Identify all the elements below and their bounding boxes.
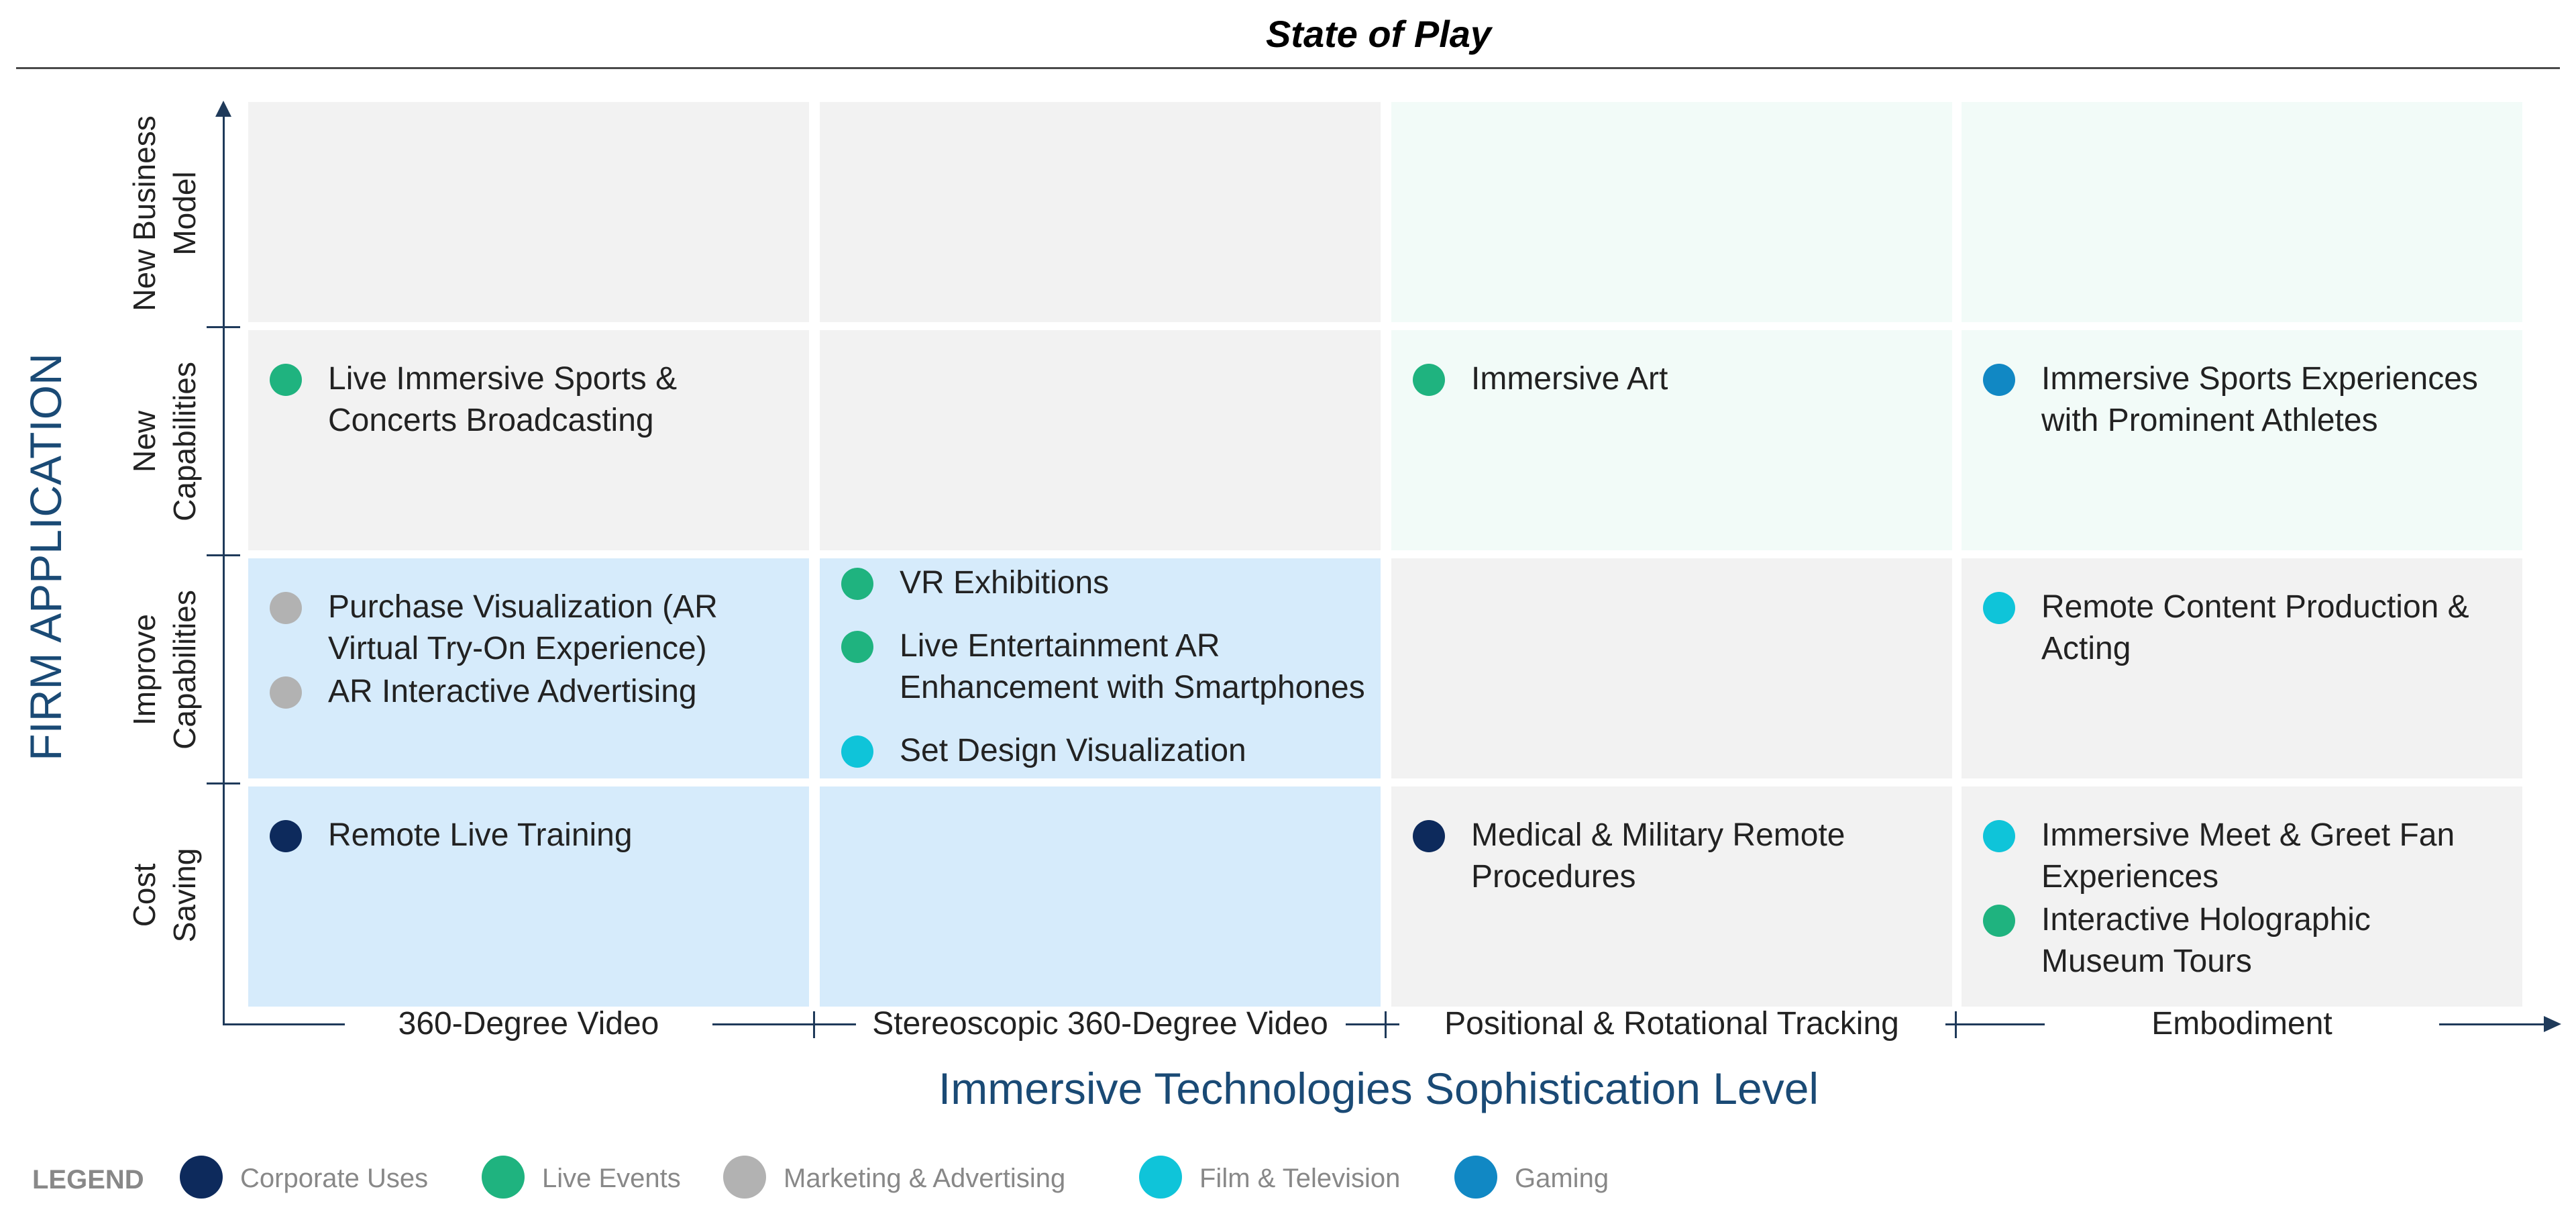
category-dot-icon: [270, 364, 302, 396]
row-label-cost-saving: Cost Saving: [127, 848, 202, 943]
y-axis-tick: [207, 326, 240, 328]
legend-label: LEGEND: [32, 1165, 144, 1195]
use-case-label: Remote Content Production & Acting: [2041, 589, 2469, 666]
cell-new-capabilities-stereoscopic-360: [820, 330, 1381, 550]
legend-dot-icon: [482, 1156, 525, 1199]
legend-item-label: Corporate Uses: [240, 1164, 429, 1193]
x-axis-line: [1346, 1023, 1399, 1025]
row-label-new-business-model: New Business Model: [127, 115, 202, 311]
category-dot-icon: [1413, 820, 1445, 852]
y-axis-tick: [207, 782, 240, 784]
column-label-360-degree-video: 360-Degree Video: [398, 1006, 659, 1042]
x-axis-tick: [813, 1011, 815, 1038]
x-axis-line: [223, 1023, 345, 1025]
cell-improve-capabilities-360-degree-video: Purchase Visualization (AR Virtual Try-O…: [248, 558, 809, 778]
cell-new-business-model-360-degree-video: [248, 102, 809, 322]
y-axis-tick: [207, 554, 240, 556]
category-dot-icon: [270, 676, 302, 709]
legend-item-label: Gaming: [1515, 1164, 1609, 1193]
legend-dot-icon: [180, 1156, 223, 1199]
category-dot-icon: [841, 735, 873, 768]
legend-dot-icon: [1139, 1156, 1182, 1199]
x-axis-arrow: [2544, 1016, 2561, 1032]
category-dot-icon: [841, 631, 873, 663]
column-label-embodiment: Embodiment: [2151, 1006, 2332, 1042]
cell-improve-capabilities-stereoscopic-360: VR Exhibitions Live Entertainment AR Enha…: [820, 558, 1381, 778]
cell-new-business-model-positional-tracking: [1391, 102, 1952, 322]
legend-item-label: Live Events: [542, 1164, 681, 1193]
x-axis-line: [712, 1023, 856, 1025]
category-dot-icon: [270, 820, 302, 852]
column-label-positional-rotational-tracking: Positional & Rotational Tracking: [1444, 1006, 1899, 1042]
cell-cost-saving-360-degree-video: Remote Live Training: [248, 786, 809, 1007]
use-case-label: Live Entertainment AR Enhancement with S…: [900, 628, 1365, 705]
category-dot-icon: [270, 592, 302, 624]
x-axis-title: Immersive Technologies Sophistication Le…: [938, 1064, 1819, 1113]
row-label-new-capabilities: New Capabilities: [127, 362, 202, 521]
use-case-label: Interactive Holographic Museum Tours: [2041, 902, 2371, 979]
use-case-label: Immersive Meet & Greet Fan Experiences: [2041, 817, 2455, 895]
use-case-label: Set Design Visualization: [900, 733, 1246, 768]
category-dot-icon: [1983, 820, 2015, 852]
x-axis-tick: [1955, 1011, 1957, 1038]
cell-new-business-model-stereoscopic-360: [820, 102, 1381, 322]
use-case-label: Remote Live Training: [328, 817, 633, 853]
cell-cost-saving-positional-tracking: Medical & Military Remote Procedures: [1391, 786, 1952, 1007]
use-case-label: AR Interactive Advertising: [328, 674, 697, 709]
x-axis-line: [2439, 1023, 2546, 1025]
category-dot-icon: [1983, 905, 2015, 937]
legend-dot-icon: [1454, 1156, 1497, 1199]
y-axis-title: FIRM APPLICATION: [21, 353, 70, 761]
cell-new-capabilities-360-degree-video: Live Immersive Sports & Concerts Broadca…: [248, 330, 809, 550]
row-label-improve-capabilities: Improve Capabilities: [127, 590, 202, 750]
use-case-label: VR Exhibitions: [900, 565, 1110, 601]
cell-new-business-model-embodiment: [1962, 102, 2522, 322]
cell-cost-saving-stereoscopic-360: [820, 786, 1381, 1007]
cell-improve-capabilities-embodiment: Remote Content Production & Acting: [1962, 558, 2522, 778]
category-dot-icon: [1983, 592, 2015, 624]
chart-title: State of Play: [1265, 13, 1492, 55]
use-case-label: Medical & Military Remote Procedures: [1471, 817, 1845, 895]
column-label-stereoscopic-360-degree-video: Stereoscopic 360-Degree Video: [872, 1006, 1328, 1042]
cell-improve-capabilities-positional-tracking: [1391, 558, 1952, 778]
category-dot-icon: [1983, 364, 2015, 396]
y-axis-line: [223, 106, 225, 1025]
legend-dot-icon: [723, 1156, 766, 1199]
category-dot-icon: [1413, 364, 1445, 396]
use-case-label: Immersive Art: [1471, 361, 1668, 397]
use-case-label: Live Immersive Sports & Concerts Broadca…: [328, 361, 678, 438]
x-axis-tick: [1385, 1011, 1387, 1038]
cell-new-capabilities-embodiment: Immersive Sports Experiences with Promin…: [1962, 330, 2522, 550]
legend-item-label: Marketing & Advertising: [784, 1164, 1066, 1193]
title-divider: [16, 67, 2560, 69]
use-case-label: Purchase Visualization (AR Virtual Try-O…: [328, 589, 718, 666]
y-axis-arrow: [215, 101, 231, 117]
cell-new-capabilities-positional-tracking: Immersive Art: [1391, 330, 1952, 550]
use-case-label: Immersive Sports Experiences with Promin…: [2041, 361, 2478, 438]
category-dot-icon: [841, 568, 873, 600]
cell-cost-saving-embodiment: Immersive Meet & Greet Fan Experiences In…: [1962, 786, 2522, 1007]
legend-item-label: Film & Television: [1199, 1164, 1401, 1193]
x-axis-line: [1945, 1023, 2045, 1025]
